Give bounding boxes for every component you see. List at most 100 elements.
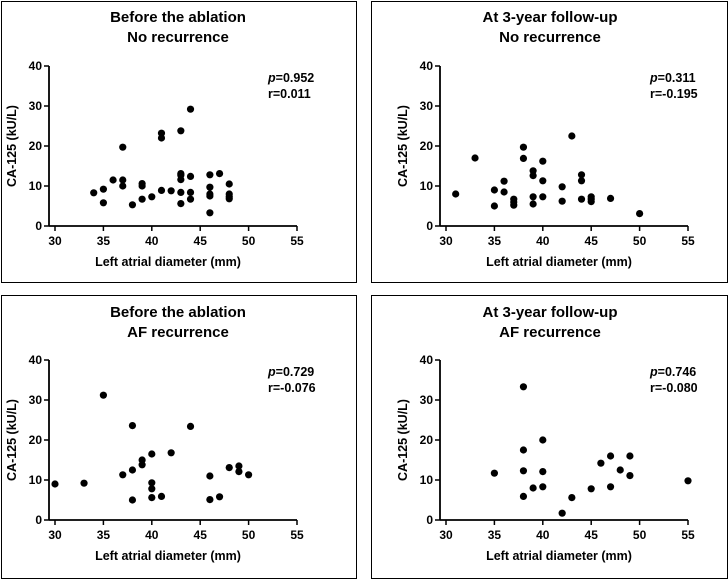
data-point — [51, 480, 59, 488]
y-tick-label: 0 — [426, 513, 433, 527]
x-tick-label: 45 — [194, 528, 208, 542]
data-point — [606, 483, 615, 491]
data-point — [177, 200, 185, 208]
data-point — [519, 446, 528, 454]
data-point — [157, 134, 166, 142]
data-point — [500, 177, 508, 185]
data-point — [148, 485, 156, 493]
data-point — [529, 200, 537, 208]
data-point — [510, 201, 518, 209]
p-value: =0.311 — [658, 71, 696, 85]
data-point — [119, 143, 127, 151]
p-value-annotation: p=0.746 — [649, 365, 696, 379]
chart-title-line: Before the ablation — [110, 304, 246, 321]
y-tick-label: 40 — [420, 59, 434, 73]
data-point — [206, 472, 214, 480]
panel-border — [1, 1, 357, 283]
data-point — [225, 464, 233, 472]
data-point — [539, 177, 547, 185]
y-axis-label: CA-125 (kU/L) — [5, 105, 19, 187]
data-point — [558, 183, 566, 191]
data-point — [215, 170, 224, 178]
data-point — [128, 466, 137, 474]
y-tick-label: 40 — [420, 353, 434, 367]
data-point — [186, 195, 195, 203]
x-axis-label: Left atrial diameter (mm) — [486, 255, 632, 269]
y-tick-label: 30 — [29, 393, 43, 407]
data-point — [684, 477, 692, 485]
p-value: =0.952 — [276, 71, 315, 85]
data-point — [206, 209, 214, 217]
data-point — [128, 201, 137, 209]
y-tick-label: 10 — [29, 473, 43, 487]
data-point — [206, 183, 214, 191]
data-point — [539, 157, 547, 165]
data-point — [577, 171, 586, 179]
data-point — [99, 199, 107, 207]
data-point — [500, 188, 508, 196]
y-tick-label: 30 — [29, 99, 43, 113]
x-tick-label: 45 — [585, 528, 599, 542]
data-point — [636, 210, 644, 218]
data-point — [186, 422, 195, 430]
data-point — [235, 468, 243, 476]
scatter-panel-4: At 3-year follow-up AF recurrence 0 10 20 30 4… — [371, 295, 728, 579]
x-tick-label: 40 — [536, 234, 550, 248]
data-point — [186, 172, 195, 180]
data-point — [452, 190, 460, 198]
y-tick-label: 10 — [420, 473, 434, 487]
r-value-annotation: r=0.011 — [268, 87, 311, 101]
data-point — [529, 484, 537, 492]
p-symbol: p — [649, 71, 658, 85]
data-point — [519, 154, 528, 162]
data-point — [177, 127, 185, 135]
data-point — [587, 485, 595, 493]
y-tick-label: 0 — [35, 219, 42, 233]
x-tick-label: 35 — [488, 234, 502, 248]
x-axis-label: Left atrial diameter (mm) — [486, 549, 632, 563]
scatter-panel-3: Before the ablation AF recurrence 0 10 20 30 4… — [1, 295, 357, 579]
data-point — [206, 171, 214, 179]
x-tick-label: 50 — [633, 528, 647, 542]
data-point — [577, 195, 586, 203]
y-tick-label: 0 — [426, 219, 433, 233]
data-point — [529, 172, 537, 180]
y-axis-label: CA-125 (kU/L) — [5, 399, 19, 481]
data-point — [128, 422, 137, 430]
x-tick-label: 35 — [97, 528, 111, 542]
data-point — [245, 471, 253, 479]
data-point — [606, 194, 615, 202]
x-tick-label: 55 — [290, 528, 304, 542]
data-point — [177, 188, 185, 196]
y-tick-label: 20 — [29, 139, 43, 153]
x-tick-label: 35 — [488, 528, 502, 542]
data-point — [225, 180, 233, 188]
p-value: =0.729 — [276, 365, 315, 379]
data-point — [167, 449, 175, 457]
data-point — [616, 466, 624, 474]
x-tick-label: 55 — [681, 234, 695, 248]
x-tick-label: 30 — [48, 234, 62, 248]
chart-title-line: AF recurrence — [499, 324, 601, 341]
data-point — [119, 182, 127, 190]
data-point — [606, 452, 615, 460]
y-tick-label: 10 — [420, 179, 434, 193]
p-symbol: p — [267, 365, 276, 379]
data-point — [206, 496, 214, 504]
x-tick-label: 50 — [633, 234, 647, 248]
x-tick-label: 50 — [242, 528, 256, 542]
data-point — [539, 468, 547, 476]
data-point — [148, 193, 156, 201]
p-value-annotation: p=0.729 — [267, 365, 314, 379]
data-point — [529, 193, 537, 201]
r-value-annotation: r=-0.076 — [268, 381, 316, 395]
x-tick-label: 45 — [194, 234, 208, 248]
data-point — [539, 483, 547, 491]
data-point — [519, 143, 528, 151]
data-point — [558, 509, 566, 517]
data-point — [157, 186, 166, 194]
data-point — [587, 198, 595, 206]
data-point — [626, 452, 634, 460]
data-point — [215, 493, 224, 501]
chart-title-line: At 3-year follow-up — [482, 9, 617, 26]
